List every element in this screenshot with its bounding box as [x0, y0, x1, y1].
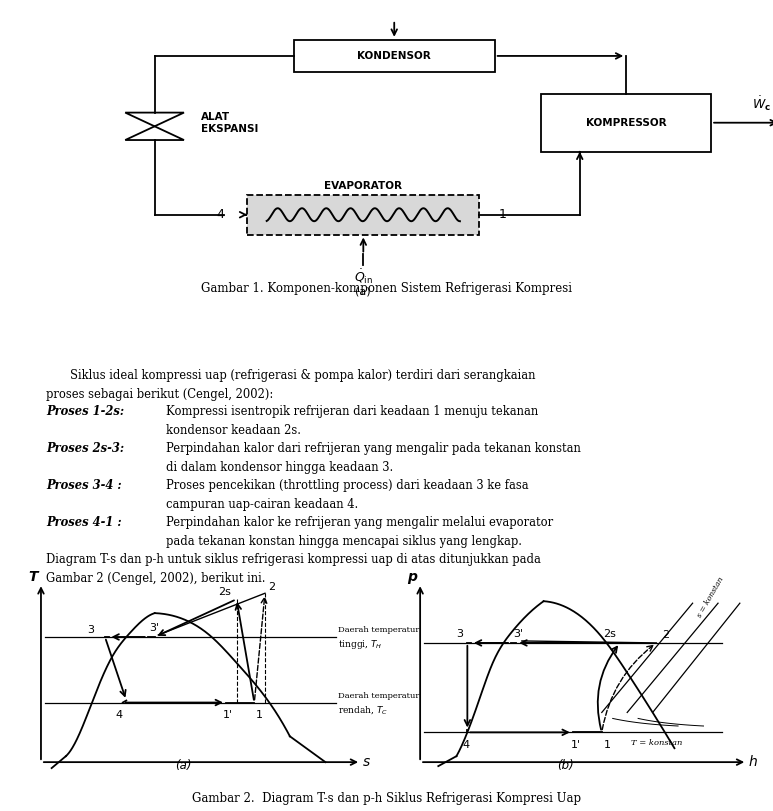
Text: campuran uap-cairan keadaan 4.: campuran uap-cairan keadaan 4. — [166, 499, 359, 512]
Text: 1: 1 — [499, 208, 506, 221]
Text: (a): (a) — [356, 287, 371, 297]
Text: EVAPORATOR: EVAPORATOR — [325, 181, 402, 191]
Text: 3: 3 — [87, 625, 94, 635]
Text: rendah, $T_C$: rendah, $T_C$ — [338, 703, 388, 715]
Text: di dalam kondensor hingga keadaan 3.: di dalam kondensor hingga keadaan 3. — [166, 461, 393, 474]
Text: Daerah temperatur: Daerah temperatur — [338, 692, 419, 700]
Text: 4: 4 — [216, 208, 224, 221]
Text: 1: 1 — [256, 710, 263, 720]
Bar — [294, 40, 495, 72]
Text: Gambar 1. Komponen-komponen Sistem Refrigerasi Kompresi: Gambar 1. Komponen-komponen Sistem Refri… — [201, 282, 572, 295]
Text: Gambar 2.  Diagram T-s dan p-h Siklus Refrigerasi Kompresi Uap: Gambar 2. Diagram T-s dan p-h Siklus Ref… — [192, 792, 581, 805]
Text: s: s — [363, 755, 370, 769]
Text: pada tekanan konstan hingga mencapai siklus yang lengkap.: pada tekanan konstan hingga mencapai sik… — [166, 535, 523, 548]
Text: Proses 4-1 :: Proses 4-1 : — [46, 516, 122, 529]
Text: 1': 1' — [571, 740, 581, 750]
Text: Perpindahan kalor dari refrijeran yang mengalir pada tekanan konstan: Perpindahan kalor dari refrijeran yang m… — [166, 442, 581, 455]
Text: Siklus ideal kompressi uap (refrigerasi & pompa kalor) terdiri dari serangkaian: Siklus ideal kompressi uap (refrigerasi … — [70, 369, 535, 382]
Text: s = konstan: s = konstan — [696, 576, 726, 619]
Text: $\dot{Q}_{\mathrm{in}}$: $\dot{Q}_{\mathrm{in}}$ — [354, 268, 373, 286]
Text: 3': 3' — [512, 629, 523, 638]
Text: proses sebagai berikut (Cengel, 2002):: proses sebagai berikut (Cengel, 2002): — [46, 388, 274, 401]
Text: 3': 3' — [149, 623, 159, 633]
Text: Kompressi isentropik refrijeran dari keadaan 1 menuju tekanan: Kompressi isentropik refrijeran dari kea… — [166, 405, 539, 418]
Text: 2s: 2s — [604, 629, 616, 638]
Text: KOMPRESSOR: KOMPRESSOR — [586, 118, 666, 127]
Text: Proses 2s-3:: Proses 2s-3: — [46, 442, 124, 455]
Text: (a): (a) — [175, 759, 192, 772]
Text: 1: 1 — [604, 740, 611, 750]
Text: 2: 2 — [268, 582, 276, 592]
Text: p: p — [407, 570, 417, 584]
Text: 4: 4 — [462, 740, 469, 750]
Text: KONDENSOR: KONDENSOR — [357, 51, 431, 61]
Text: Daerah temperatur: Daerah temperatur — [338, 626, 419, 634]
Text: $\dot{W}_{\mathbf{c}}$: $\dot{W}_{\mathbf{c}}$ — [752, 94, 771, 113]
Bar — [247, 195, 479, 234]
Text: 1': 1' — [223, 710, 233, 720]
Text: 2: 2 — [662, 630, 669, 640]
Text: Proses 3-4 :: Proses 3-4 : — [46, 479, 122, 492]
Text: h: h — [749, 755, 758, 769]
Text: 4: 4 — [116, 710, 123, 720]
Text: T: T — [29, 570, 38, 584]
Text: tinggi, $T_H$: tinggi, $T_H$ — [338, 638, 383, 651]
Text: 3: 3 — [457, 629, 464, 639]
Bar — [541, 94, 711, 152]
Text: 2s: 2s — [218, 587, 231, 597]
Text: kondensor keadaan 2s.: kondensor keadaan 2s. — [166, 424, 301, 437]
Text: ALAT
EKSPANSI: ALAT EKSPANSI — [201, 112, 258, 134]
Text: Perpindahan kalor ke refrijeran yang mengalir melalui evaporator: Perpindahan kalor ke refrijeran yang men… — [166, 516, 553, 529]
Text: Proses pencekikan (throttling process) dari keadaan 3 ke fasa: Proses pencekikan (throttling process) d… — [166, 479, 529, 492]
Text: Diagram T-s dan p-h untuk siklus refrigerasi kompressi uap di atas ditunjukkan p: Diagram T-s dan p-h untuk siklus refrige… — [46, 553, 541, 566]
Text: (b): (b) — [557, 759, 574, 772]
Text: Gambar 2 (Cengel, 2002), berikut ini.: Gambar 2 (Cengel, 2002), berikut ini. — [46, 573, 266, 586]
Text: T = konstan: T = konstan — [631, 740, 683, 747]
Text: Proses 1-2s:: Proses 1-2s: — [46, 405, 124, 418]
